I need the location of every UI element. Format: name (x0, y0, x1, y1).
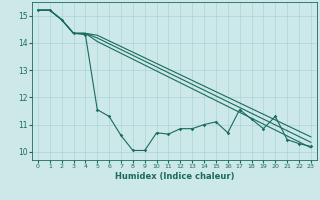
X-axis label: Humidex (Indice chaleur): Humidex (Indice chaleur) (115, 172, 234, 181)
